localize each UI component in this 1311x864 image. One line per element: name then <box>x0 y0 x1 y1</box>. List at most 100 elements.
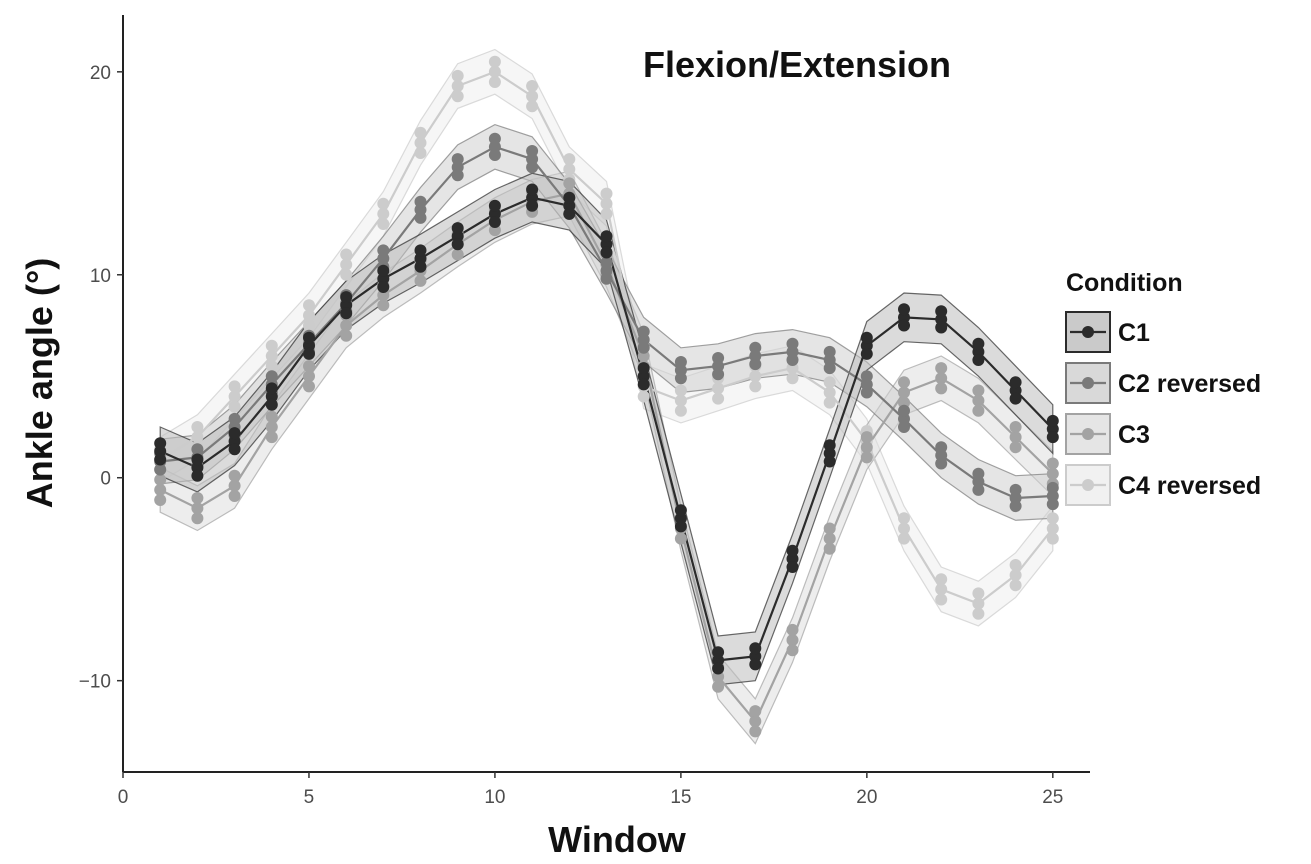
point-4-25-1 <box>1046 532 1059 545</box>
point-1-1-2 <box>154 437 167 450</box>
point-1-15-2 <box>674 504 687 517</box>
point-3-19-0 <box>823 532 836 545</box>
point-1-22-1 <box>935 321 948 334</box>
point-1-14-2 <box>637 362 650 375</box>
point-2-11-1 <box>526 161 539 174</box>
point-1-18-1 <box>786 561 799 573</box>
point-2-24-2 <box>1009 483 1022 496</box>
point-1-19-1 <box>823 455 836 468</box>
point-3-25-2 <box>1046 457 1059 470</box>
point-1-2-1 <box>191 469 204 482</box>
point-2-8-2 <box>414 195 427 208</box>
point-3-25-0 <box>1046 467 1059 480</box>
point-3-18-0 <box>786 634 799 647</box>
point-3-21-1 <box>898 396 910 409</box>
point-4-4-1 <box>265 360 278 373</box>
point-4-22-0 <box>935 583 948 596</box>
legend-title: Condition <box>1066 269 1183 297</box>
point-2-15-1 <box>674 372 687 385</box>
point-2-24-1 <box>1009 500 1022 513</box>
point-4-16-1 <box>712 392 725 405</box>
point-2-14-1 <box>637 341 650 354</box>
point-3-17-1 <box>749 725 762 738</box>
point-1-24-2 <box>1009 376 1022 389</box>
point-2-25-2 <box>1046 481 1059 494</box>
point-3-18-2 <box>786 623 799 636</box>
point-1-21-1 <box>898 319 910 332</box>
point-1-12-2 <box>563 191 576 204</box>
point-4-23-1 <box>972 607 985 620</box>
point-2-18-1 <box>786 354 799 366</box>
point-1-3-1 <box>228 443 241 456</box>
point-2-17-2 <box>749 341 762 354</box>
point-3-22-0 <box>935 372 948 385</box>
point-4-22-1 <box>935 593 948 606</box>
point-2-22-1 <box>935 457 948 470</box>
point-4-4-2 <box>265 339 278 352</box>
point-4-11-0 <box>526 90 539 103</box>
point-1-5-1 <box>303 347 315 360</box>
point-4-13-2 <box>600 187 613 200</box>
point-1-14-1 <box>637 378 650 391</box>
y-tick-label--10: −10 <box>79 672 111 693</box>
point-4-4-0 <box>265 350 278 362</box>
point-1-7-1 <box>377 281 390 293</box>
legend-key-point-3 <box>1082 428 1094 440</box>
point-1-9-2 <box>451 222 464 235</box>
point-2-21-2 <box>898 404 910 417</box>
point-3-21-2 <box>898 376 910 389</box>
point-2-14-2 <box>637 325 650 338</box>
point-2-11-2 <box>526 145 539 157</box>
point-1-9-1 <box>451 238 464 251</box>
point-3-24-1 <box>1009 441 1022 454</box>
point-2-19-1 <box>823 362 836 375</box>
point-4-10-2 <box>488 55 501 68</box>
band-4 <box>159 48 1054 627</box>
point-1-15-1 <box>674 520 687 533</box>
point-1-8-1 <box>414 260 427 273</box>
point-4-8-0 <box>414 136 427 149</box>
point-4-23-0 <box>972 597 985 610</box>
point-3-5-0 <box>303 370 315 383</box>
point-4-12-2 <box>563 153 576 166</box>
point-4-21-2 <box>898 512 910 525</box>
point-4-14-1 <box>637 390 650 403</box>
legend-label-4: C4 reversed <box>1118 472 1261 500</box>
point-4-2-2 <box>191 421 204 433</box>
legend-label-1: C1 <box>1118 319 1150 347</box>
point-3-14-0 <box>637 350 650 362</box>
point-4-2-0 <box>191 431 204 444</box>
point-2-13-2 <box>600 256 613 269</box>
point-1-13-2 <box>600 230 613 243</box>
y-tick-label-20: 20 <box>90 63 111 84</box>
point-4-19-1 <box>823 396 836 409</box>
point-4-10-1 <box>488 76 501 88</box>
point-3-23-2 <box>972 384 985 397</box>
point-2-4-2 <box>265 370 278 383</box>
point-1-12-1 <box>563 207 576 220</box>
point-1-6-1 <box>340 307 353 320</box>
point-4-13-1 <box>600 207 613 220</box>
legend-key-point-2 <box>1082 377 1094 389</box>
point-4-3-0 <box>228 390 241 403</box>
point-3-20-0 <box>860 441 873 454</box>
point-4-7-0 <box>377 207 390 220</box>
point-1-11-1 <box>526 199 539 212</box>
y-axis-title: Ankle angle (°) <box>19 258 60 508</box>
point-3-5-2 <box>303 360 315 373</box>
point-2-21-1 <box>898 421 910 433</box>
point-4-13-0 <box>600 197 613 210</box>
point-3-16-1 <box>712 680 725 693</box>
point-1-10-2 <box>488 199 501 212</box>
point-2-20-2 <box>860 370 873 383</box>
point-3-4-0 <box>265 421 278 433</box>
point-4-5-1 <box>303 319 315 332</box>
point-2-18-2 <box>786 337 799 350</box>
y-tick-label-0: 0 <box>100 469 111 490</box>
point-3-7-1 <box>377 299 390 312</box>
point-3-1-0 <box>154 483 167 496</box>
point-2-19-2 <box>823 345 836 358</box>
point-3-20-1 <box>860 451 873 464</box>
point-4-15-1 <box>674 404 687 417</box>
point-4-23-2 <box>972 587 985 600</box>
